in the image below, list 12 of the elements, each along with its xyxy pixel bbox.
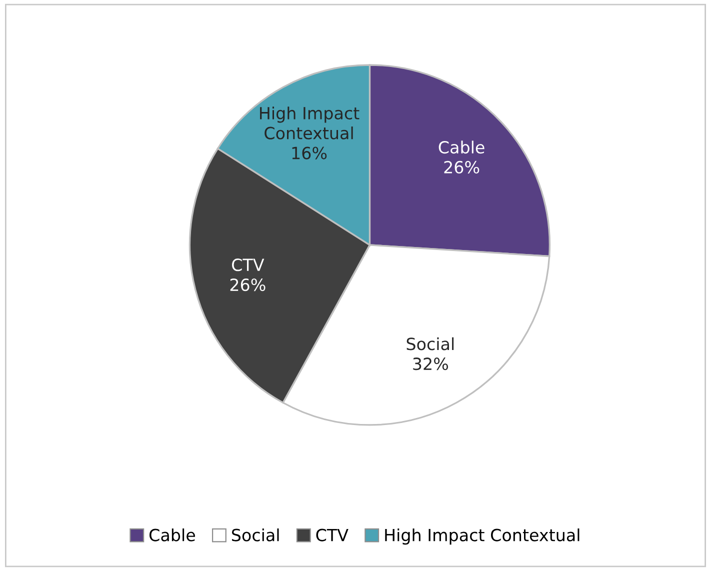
data-label: 26% (444, 160, 480, 174)
data-label: 32% (413, 358, 448, 370)
slice-label: CTV (232, 258, 264, 272)
slice-label: Social (232, 528, 279, 542)
slice-label: Social (406, 337, 454, 350)
slice-label: Cable (438, 140, 484, 154)
data-label: 16% (292, 146, 327, 160)
data-label: 26% (230, 278, 266, 292)
slice-label: High Impact Contextual (260, 106, 360, 140)
legend-label: Cable (150, 528, 195, 542)
legend-label: CTV (316, 528, 348, 542)
legend-label: High Impact Contextual (385, 528, 580, 545)
